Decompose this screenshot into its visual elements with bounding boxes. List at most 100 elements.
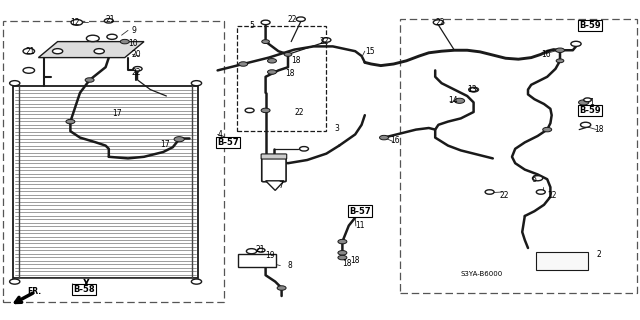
Circle shape	[380, 135, 388, 140]
Text: 22: 22	[320, 37, 330, 46]
Text: 18: 18	[350, 256, 360, 265]
Text: 5: 5	[250, 21, 255, 30]
Text: 20: 20	[131, 50, 141, 59]
Circle shape	[532, 176, 543, 181]
Text: 2: 2	[596, 250, 601, 259]
Text: 16: 16	[390, 136, 400, 145]
Circle shape	[133, 67, 142, 71]
Text: B-57: B-57	[349, 207, 371, 216]
Circle shape	[580, 122, 591, 127]
FancyBboxPatch shape	[261, 154, 287, 159]
Circle shape	[191, 279, 202, 284]
Text: 9: 9	[131, 26, 136, 35]
Text: S3YA-B6000: S3YA-B6000	[461, 271, 503, 276]
Circle shape	[257, 248, 265, 252]
FancyBboxPatch shape	[536, 252, 588, 270]
Circle shape	[338, 255, 347, 260]
Polygon shape	[266, 181, 284, 190]
Text: 10: 10	[128, 39, 138, 48]
Circle shape	[120, 39, 129, 44]
Circle shape	[86, 35, 99, 42]
Circle shape	[556, 48, 564, 52]
Circle shape	[584, 98, 591, 102]
Circle shape	[300, 147, 308, 151]
Circle shape	[10, 279, 20, 284]
Circle shape	[268, 59, 276, 63]
Polygon shape	[38, 42, 144, 58]
Text: 18: 18	[291, 56, 301, 65]
Circle shape	[191, 81, 202, 86]
Text: 22: 22	[547, 191, 557, 200]
Text: 13: 13	[467, 85, 477, 94]
Circle shape	[261, 108, 270, 113]
Circle shape	[468, 87, 479, 92]
Circle shape	[94, 49, 104, 54]
Text: 22: 22	[288, 15, 298, 24]
Circle shape	[543, 127, 552, 132]
Circle shape	[246, 249, 257, 254]
Circle shape	[556, 59, 564, 63]
Text: 17: 17	[160, 140, 170, 148]
Circle shape	[107, 34, 117, 39]
Text: FR.: FR.	[27, 287, 41, 296]
Bar	[3, 21, 224, 302]
Circle shape	[245, 108, 254, 113]
Text: 21: 21	[256, 245, 266, 254]
Text: 12: 12	[70, 18, 80, 27]
Circle shape	[433, 20, 444, 25]
Text: 3: 3	[334, 124, 339, 132]
Text: 19: 19	[266, 252, 275, 260]
Text: 16: 16	[541, 50, 550, 59]
Text: 4: 4	[218, 130, 223, 139]
Circle shape	[104, 19, 113, 23]
Circle shape	[277, 286, 286, 290]
Circle shape	[284, 52, 292, 56]
Circle shape	[262, 40, 269, 44]
Text: B-57: B-57	[218, 138, 239, 147]
Text: B-58: B-58	[74, 285, 95, 294]
Text: 21: 21	[26, 47, 35, 56]
Text: B-59: B-59	[579, 21, 601, 30]
Circle shape	[66, 119, 75, 124]
FancyBboxPatch shape	[262, 157, 286, 182]
Circle shape	[71, 20, 83, 25]
Circle shape	[296, 17, 305, 21]
Bar	[400, 19, 637, 293]
Text: 22: 22	[294, 108, 304, 116]
Text: B-59: B-59	[579, 106, 601, 115]
Circle shape	[470, 88, 477, 92]
Circle shape	[571, 41, 581, 46]
Bar	[13, 86, 198, 278]
Circle shape	[52, 49, 63, 54]
Bar	[237, 26, 326, 131]
Circle shape	[579, 100, 589, 105]
Circle shape	[454, 98, 465, 103]
Circle shape	[85, 78, 94, 82]
Circle shape	[338, 239, 347, 244]
Text: 17: 17	[112, 109, 122, 118]
Circle shape	[23, 68, 35, 73]
Circle shape	[10, 81, 20, 86]
Circle shape	[338, 251, 347, 255]
Text: 21: 21	[106, 15, 115, 24]
Text: 22: 22	[499, 191, 509, 200]
Circle shape	[322, 38, 331, 42]
Text: 18: 18	[342, 260, 352, 268]
Circle shape	[268, 70, 276, 74]
Text: 22: 22	[435, 18, 445, 27]
Circle shape	[485, 190, 494, 194]
Text: 18: 18	[594, 125, 604, 134]
Text: 6: 6	[531, 175, 536, 184]
Circle shape	[239, 62, 248, 66]
Text: 11: 11	[355, 221, 365, 230]
Text: 15: 15	[365, 47, 374, 56]
FancyBboxPatch shape	[238, 254, 276, 267]
Circle shape	[261, 20, 270, 25]
Text: 8: 8	[288, 261, 292, 270]
Circle shape	[174, 137, 184, 142]
Circle shape	[23, 48, 35, 54]
Text: 14: 14	[448, 96, 458, 105]
Text: 7: 7	[278, 181, 284, 190]
Circle shape	[536, 190, 545, 194]
Text: 22: 22	[131, 68, 141, 76]
